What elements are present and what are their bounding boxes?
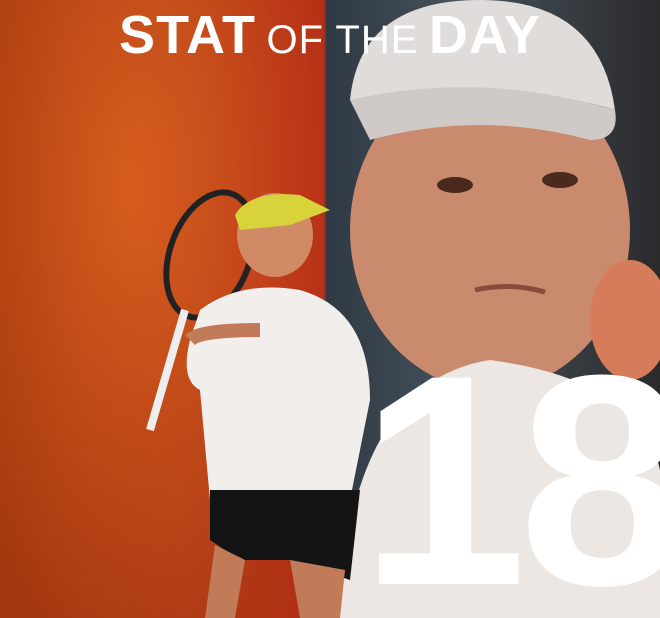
poster-title: STAT OF THE DAY [0, 4, 660, 66]
title-stat: STAT [119, 5, 257, 65]
player-action [146, 189, 370, 618]
title-day: DAY [428, 5, 541, 65]
stat-value: 18 [360, 312, 660, 618]
player-closeup [340, 0, 660, 618]
title-of-the: OF THE [266, 18, 419, 62]
